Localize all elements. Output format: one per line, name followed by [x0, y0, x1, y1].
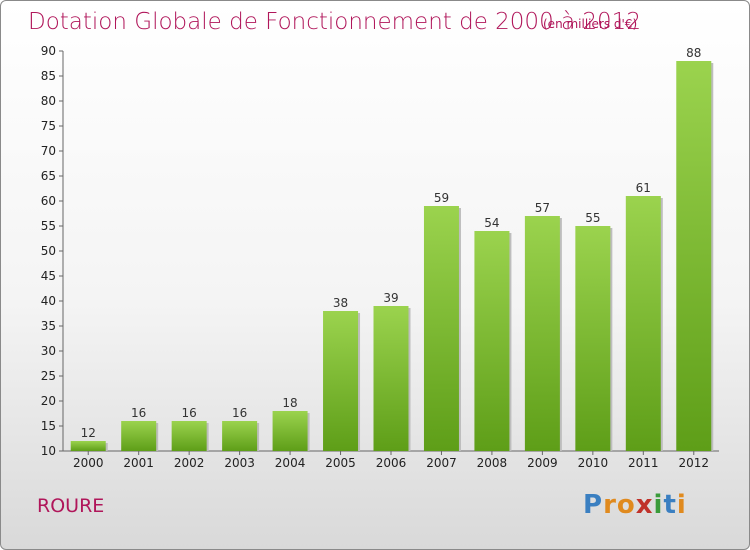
data-label: 59 [434, 191, 449, 205]
data-label: 16 [232, 406, 247, 420]
x-tick-label: 2009 [527, 456, 558, 470]
data-label: 54 [484, 216, 499, 230]
data-label: 88 [686, 46, 701, 60]
x-tick-label: 2005 [325, 456, 356, 470]
bar [171, 421, 207, 451]
data-label: 55 [585, 211, 600, 225]
bar [70, 441, 106, 451]
y-tick-label: 60 [41, 194, 56, 208]
y-tick-label: 70 [41, 144, 56, 158]
logo-letter: t [663, 490, 677, 520]
proxiti-logo: Proxiti [583, 490, 687, 520]
logo-letter: o [616, 490, 636, 520]
bar [575, 226, 611, 451]
commune-name: ROURE [37, 495, 105, 517]
x-tick-label: 2011 [628, 456, 659, 470]
bar [323, 311, 359, 451]
data-label: 57 [535, 201, 550, 215]
data-label: 16 [131, 406, 146, 420]
x-tick-label: 2001 [123, 456, 154, 470]
x-tick-label: 2000 [73, 456, 104, 470]
bar [474, 231, 510, 451]
x-tick-label: 2010 [578, 456, 609, 470]
y-tick-label: 50 [41, 244, 56, 258]
logo-letter: i [676, 490, 687, 520]
y-tick-label: 85 [41, 69, 56, 83]
y-tick-label: 65 [41, 169, 56, 183]
y-tick-label: 15 [41, 419, 56, 433]
y-tick-label: 25 [41, 369, 56, 383]
x-tick-label: 2008 [477, 456, 508, 470]
bar [676, 61, 712, 451]
x-tick-label: 2007 [426, 456, 457, 470]
logo-letter: P [583, 490, 604, 520]
unit-note: (en milliers d'€) [543, 17, 638, 31]
data-label: 61 [636, 181, 651, 195]
x-tick-label: 2003 [224, 456, 255, 470]
x-tick-label: 2012 [678, 456, 709, 470]
chart-title: Dotation Globale de Fonctionnement de 20… [28, 9, 641, 35]
bar [373, 306, 409, 451]
y-tick-label: 90 [41, 44, 56, 58]
x-tick-label: 2004 [275, 456, 306, 470]
bar [625, 196, 661, 451]
y-tick-label: 40 [41, 294, 56, 308]
data-label: 38 [333, 296, 348, 310]
bar [272, 411, 308, 451]
y-tick-label: 45 [41, 269, 56, 283]
logo-letter: x [635, 490, 654, 520]
x-tick-label: 2002 [174, 456, 205, 470]
y-tick-label: 10 [41, 444, 56, 458]
bar [423, 206, 459, 451]
data-label: 16 [182, 406, 197, 420]
bar [524, 216, 560, 451]
y-tick-label: 35 [41, 319, 56, 333]
data-label: 12 [81, 426, 96, 440]
data-label: 39 [383, 291, 398, 305]
logo-letter: r [603, 490, 617, 520]
y-tick-label: 75 [41, 119, 56, 133]
bar [121, 421, 157, 451]
y-tick-label: 20 [41, 394, 56, 408]
y-tick-label: 30 [41, 344, 56, 358]
y-tick-label: 80 [41, 94, 56, 108]
x-tick-label: 2006 [376, 456, 407, 470]
bar [222, 421, 258, 451]
data-label: 18 [282, 396, 297, 410]
y-tick-label: 55 [41, 219, 56, 233]
logo-letter: i [653, 490, 664, 520]
